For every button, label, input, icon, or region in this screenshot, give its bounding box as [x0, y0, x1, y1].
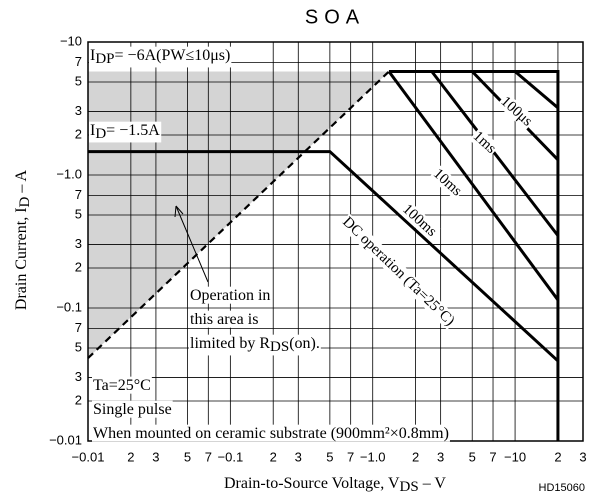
- x-tick-label: −0.1: [218, 449, 244, 464]
- annotation: IDP= −6A(PW≤10μs): [90, 47, 230, 68]
- annotation: When mounted on ceramic substrate (900mm…: [93, 425, 449, 442]
- soa-line: [387, 70, 560, 301]
- label-background: [89, 121, 162, 143]
- text-part: Ta=25°C: [93, 377, 151, 394]
- x-tick-label: −1.0: [360, 449, 386, 464]
- annotation: Ta=25°C: [93, 377, 151, 394]
- x-tick-label: 2: [127, 449, 134, 464]
- text-part: = −1.5A: [106, 122, 160, 139]
- text-part: When mounted on ceramic substrate (900mm…: [93, 425, 449, 442]
- x-tick-label: 2: [270, 449, 277, 464]
- arrow-shaft: [175, 205, 209, 283]
- y-axis-label: Drain Current, ID – A: [13, 169, 34, 310]
- text-part: Single pulse: [93, 401, 172, 418]
- label-background: [189, 334, 321, 356]
- y-tick-label: 7: [75, 187, 82, 202]
- text-part: (on).: [289, 335, 320, 352]
- x-tick-label: 7: [489, 449, 496, 464]
- text-part: = −6A(PW≤10μs): [115, 47, 231, 64]
- text-part: – A: [13, 169, 30, 196]
- text-part: limited by R: [190, 335, 270, 352]
- line-label: DC operation (Ta=25°C): [339, 214, 457, 329]
- annotation: this area is: [190, 311, 258, 328]
- soa-line: [388, 70, 560, 441]
- soa-line: [88, 150, 559, 363]
- label-background: [89, 46, 232, 68]
- label-background: [189, 286, 272, 304]
- y-tick-label: 2: [75, 126, 82, 141]
- text-part: this area is: [190, 311, 258, 328]
- x-tick-label: 3: [295, 449, 302, 464]
- annotation: Single pulse: [93, 401, 172, 418]
- annotation: limited by RDS(on).: [190, 335, 320, 356]
- x-tick-label: 3: [437, 449, 444, 464]
- label-background: [92, 400, 173, 418]
- x-tick-label: 5: [469, 449, 476, 464]
- x-tick-label: 3: [152, 449, 159, 464]
- text-part: – V: [419, 475, 447, 492]
- annotation: Operation in: [190, 287, 270, 304]
- y-tick-label: 7: [75, 320, 82, 335]
- y-tick-label: 2: [75, 259, 82, 274]
- text-part: Operation in: [190, 287, 270, 304]
- x-tick-label: 2: [554, 449, 561, 464]
- annotation: ID= −1.5A: [90, 122, 160, 143]
- text-part: Drain Current, I: [13, 207, 30, 310]
- label-background: [496, 92, 537, 131]
- y-tick-label: 2: [75, 392, 82, 407]
- x-tick-label: 7: [347, 449, 354, 464]
- y-tick-label: −0.01: [49, 432, 82, 447]
- soa-line: [430, 70, 560, 237]
- x-tick-label: 5: [326, 449, 333, 464]
- chart-title: SOA: [305, 6, 365, 28]
- label-background: [92, 424, 450, 442]
- y-tick-label: 3: [75, 103, 82, 118]
- y-tick-label: 5: [75, 339, 82, 354]
- y-tick-label: −10: [60, 33, 82, 48]
- y-tick-label: 5: [75, 73, 82, 88]
- figure-code: HD15060: [539, 482, 585, 494]
- label-background: [338, 213, 459, 330]
- text-part: I: [90, 122, 95, 139]
- subscript: DP: [95, 51, 114, 67]
- x-tick-label: −0.01: [72, 449, 105, 464]
- y-tick-label: −1.0: [56, 166, 82, 181]
- y-tick-label: 3: [75, 369, 82, 384]
- x-tick-label: −10: [504, 449, 526, 464]
- label-background: [468, 127, 500, 158]
- line-layer: [87, 70, 560, 441]
- text-part: I: [90, 47, 95, 64]
- label-background: [92, 376, 152, 394]
- subscript: DS: [400, 479, 419, 495]
- subscript: DS: [270, 339, 289, 355]
- rds-limit-line: [87, 70, 390, 359]
- label-background: [429, 165, 466, 201]
- arrow-head: [174, 205, 184, 218]
- y-tick-label: 5: [75, 206, 82, 221]
- x-tick-label: 3: [579, 449, 586, 464]
- y-tick-label: −0.1: [56, 299, 82, 314]
- subscript: D: [17, 196, 33, 207]
- y-tick-label: 7: [75, 54, 82, 69]
- x-tick-label: 2: [412, 449, 419, 464]
- soa-line: [514, 70, 559, 109]
- text-part: Drain-to-Source Voltage, V: [224, 475, 400, 492]
- label-background: [189, 310, 260, 328]
- x-tick-label: 5: [184, 449, 191, 464]
- subscript: D: [95, 126, 106, 142]
- label-background: [398, 200, 441, 241]
- x-tick-label: 7: [205, 449, 212, 464]
- y-tick-label: 3: [75, 236, 82, 251]
- x-axis-label: Drain-to-Source Voltage, VDS – V: [224, 475, 446, 496]
